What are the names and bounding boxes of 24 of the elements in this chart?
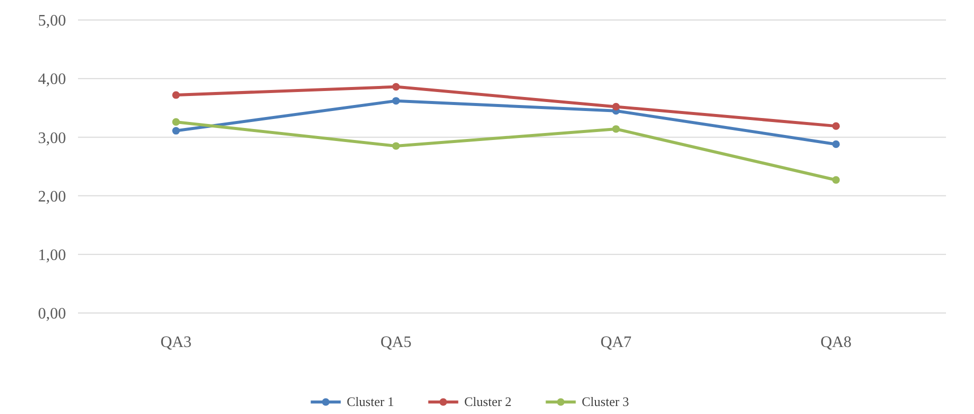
- point: [392, 83, 400, 91]
- point: [832, 176, 840, 184]
- point: [172, 126, 180, 135]
- point: [172, 118, 180, 126]
- y-tick-label: 0,00: [38, 306, 66, 323]
- legend-label: Cluster 1: [346, 394, 394, 409]
- x-tick-label: QA7: [600, 334, 632, 351]
- y-tick-label: 4,00: [38, 71, 66, 88]
- x-tick-label: QA5: [380, 334, 412, 351]
- y-tick-label: 5,00: [38, 12, 66, 30]
- point: [612, 125, 620, 133]
- x-tick-label: QA3: [160, 334, 192, 351]
- y-tick-label: 2,00: [38, 188, 66, 206]
- legend-label: Cluster 3: [582, 394, 630, 409]
- point: [392, 97, 400, 105]
- point: [832, 140, 840, 148]
- y-tick-label: 1,00: [38, 247, 66, 264]
- y-tick-label: 3,00: [38, 130, 66, 147]
- point: [392, 142, 400, 150]
- point: [832, 122, 840, 130]
- legend-label: Cluster 2: [464, 394, 512, 409]
- x-tick-label: QA8: [820, 334, 852, 351]
- point: [612, 102, 620, 111]
- point: [172, 91, 180, 99]
